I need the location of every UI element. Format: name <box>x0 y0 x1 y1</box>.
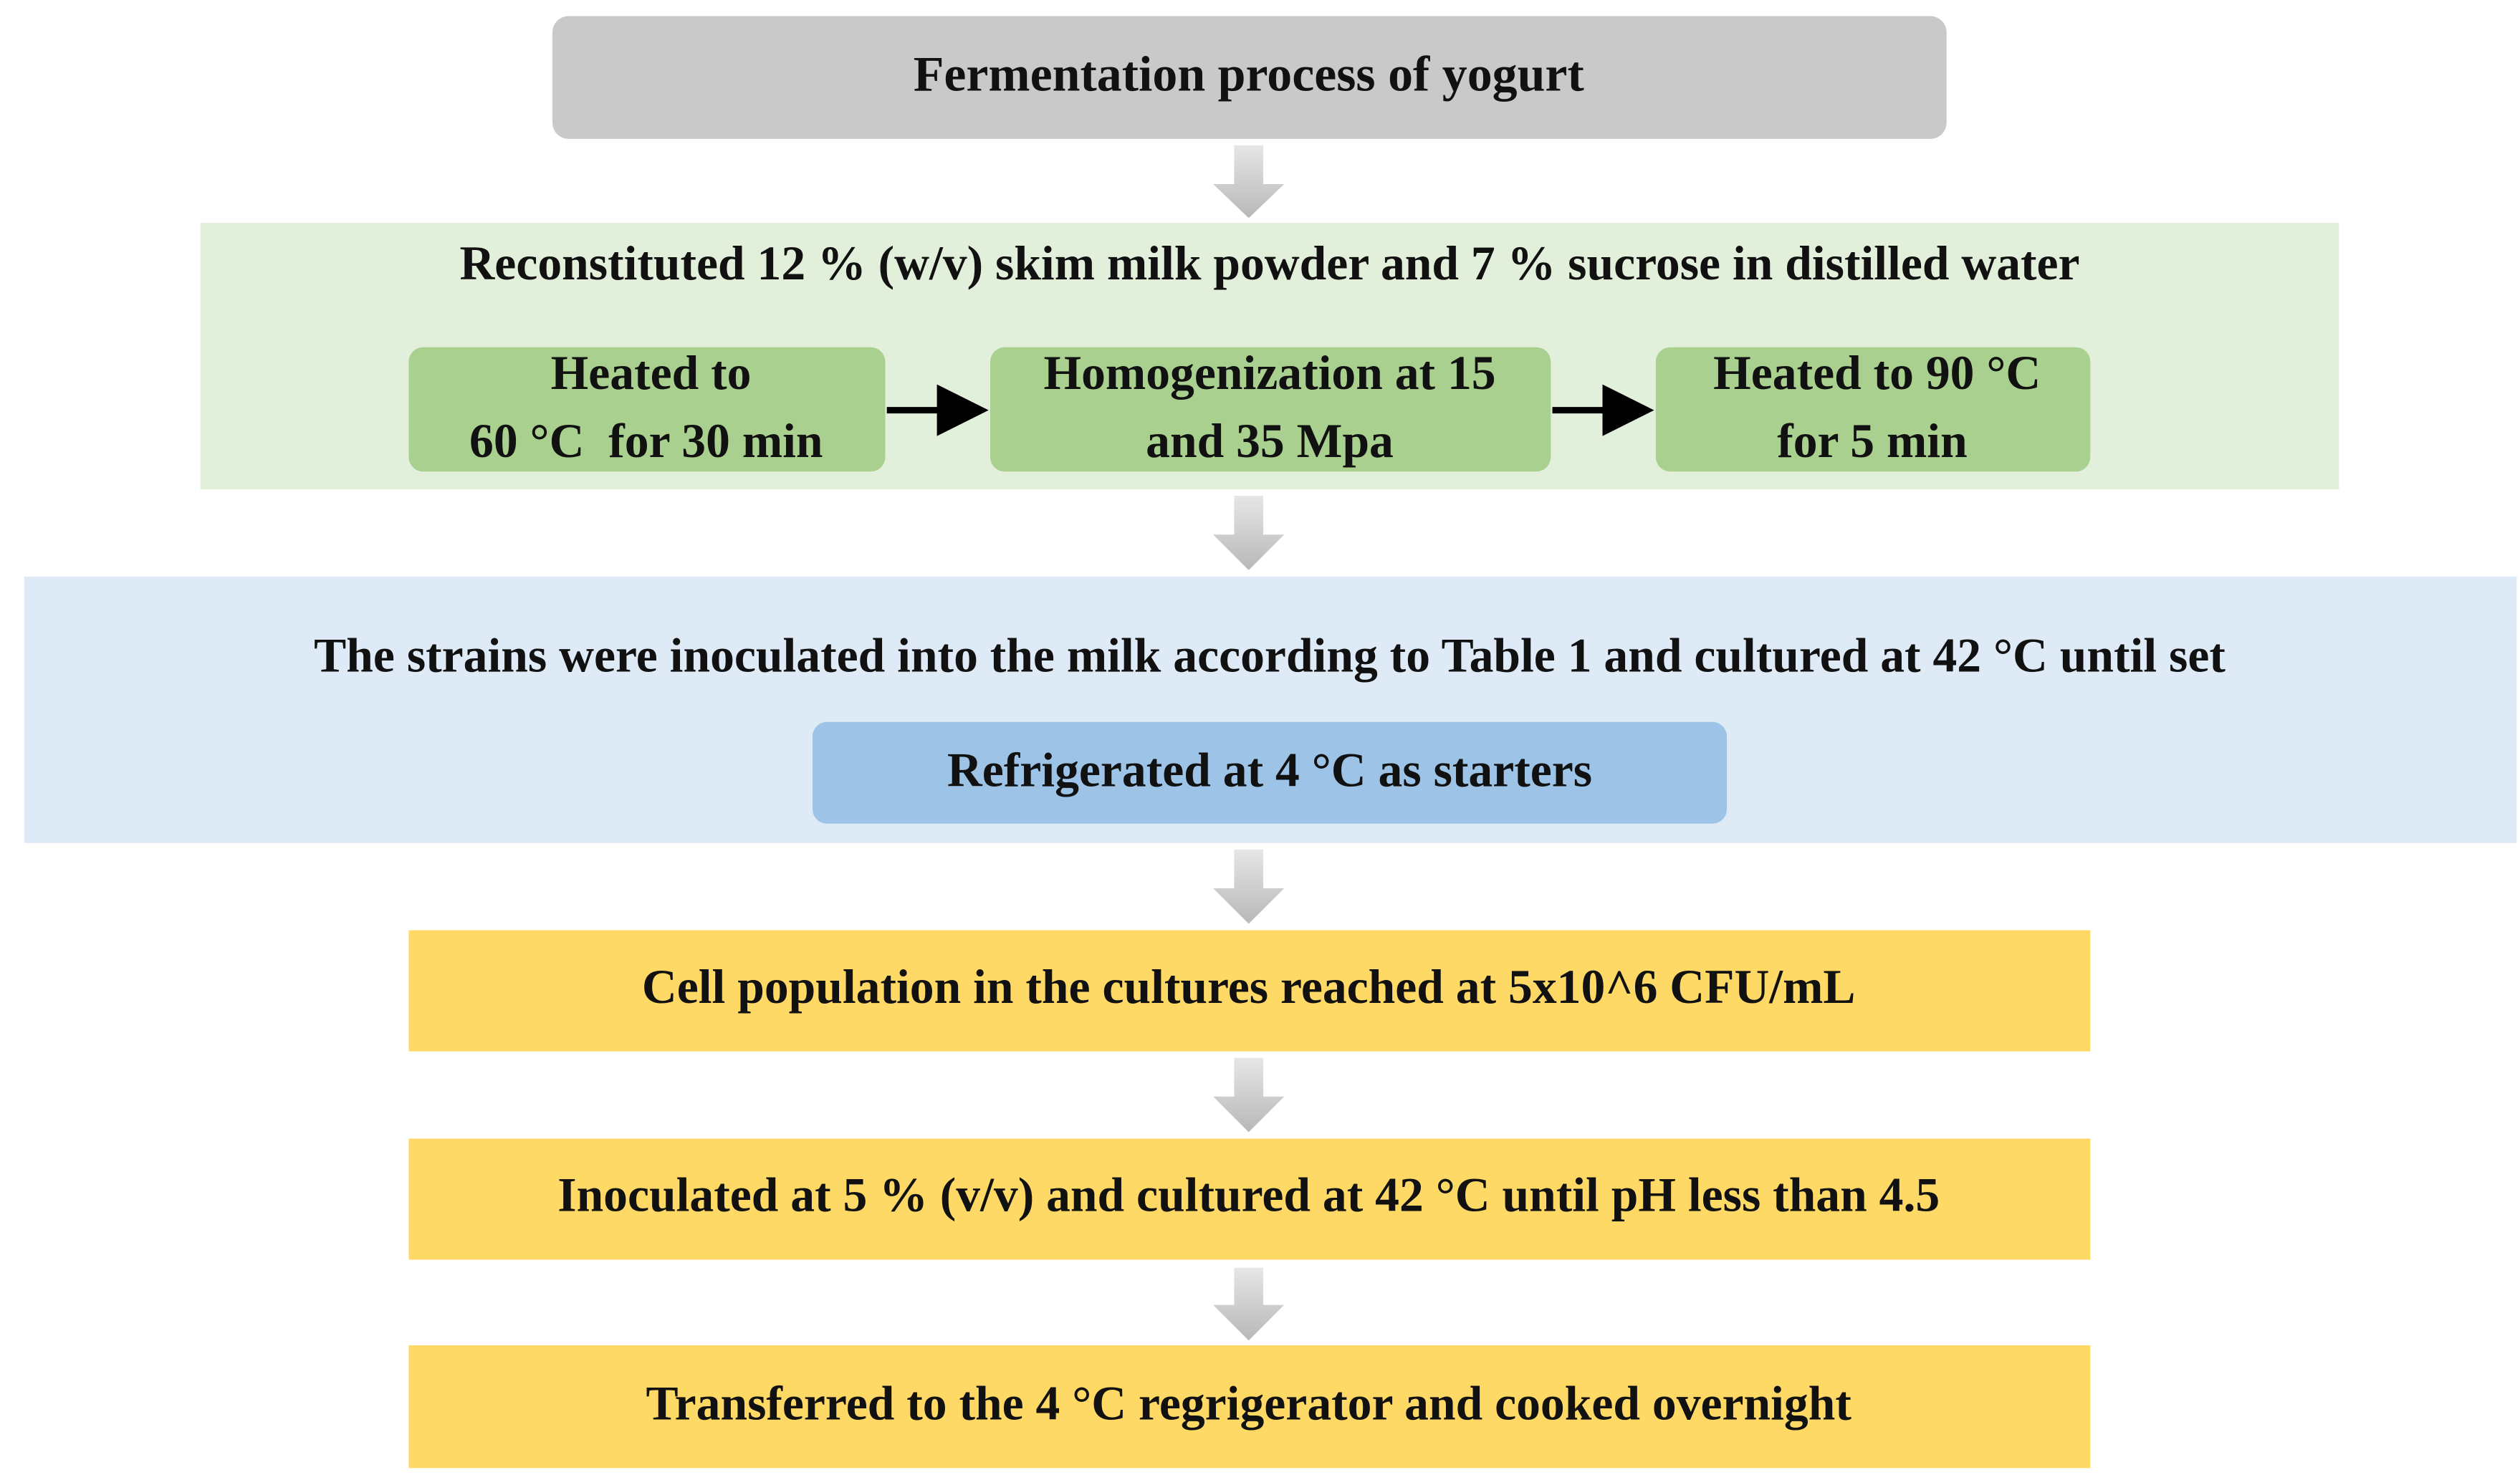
step-text: Reconstituted 12 % (w/v) skim milk powde… <box>459 236 2079 290</box>
substep-box <box>408 347 886 472</box>
substep-line: Homogenization at 15 <box>1043 346 1495 400</box>
substep-line: and 35 Mpa <box>1146 414 1394 468</box>
substep-box <box>813 721 1728 824</box>
step-box <box>408 1138 2091 1260</box>
title: Fermentation process of yogurt <box>914 47 1584 102</box>
substep-line: 60 °C for 30 min <box>469 414 823 468</box>
substep-line: for 5 min <box>1777 414 1967 468</box>
step-text: Inoculated at 5 % (v/v) and cultured at … <box>557 1168 1940 1222</box>
step-text: Transferred to the 4 °C regrigerator and… <box>646 1376 1852 1430</box>
title-box <box>552 16 1947 139</box>
step-text: The strains were inoculated into the mil… <box>314 629 2226 683</box>
substep-line: Heated to 90 °C <box>1713 346 2041 400</box>
step-text: Cell population in the cultures reached … <box>642 960 1856 1014</box>
substep-box <box>990 347 1551 472</box>
substep-line: Refrigerated at 4 °C as starters <box>947 744 1592 797</box>
step-box <box>408 930 2091 1052</box>
step-box <box>408 1345 2091 1469</box>
substep-line: Heated to <box>551 346 752 400</box>
down-arrows <box>1213 145 1285 1341</box>
substep-box <box>1655 347 2091 472</box>
